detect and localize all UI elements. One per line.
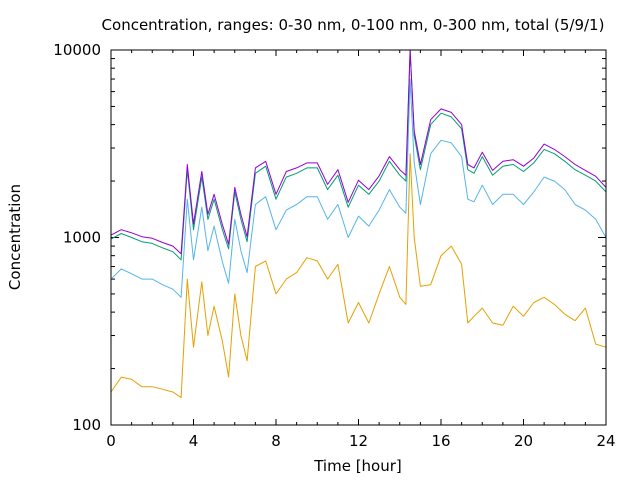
x-tick-label: 24 <box>596 432 615 450</box>
plot-frame <box>110 49 607 426</box>
chart-title: Concentration, ranges: 0-30 nm, 0-100 nm… <box>102 16 605 34</box>
x-tick-label: 0 <box>106 432 116 450</box>
series-lines <box>110 49 607 399</box>
y-tick-label: 10000 <box>53 41 101 59</box>
y-axis-label: Concentration <box>6 184 24 290</box>
x-tick-label: 8 <box>271 432 281 450</box>
axis-ticks: 0 4 8 12 16 20 24 100 1000 10000 <box>53 41 615 450</box>
series-line-3 <box>110 49 607 261</box>
x-tick-label: 12 <box>349 432 368 450</box>
series-line-4 <box>110 49 607 255</box>
x-axis-label: Time [hour] <box>313 457 402 475</box>
x-tick-label: 20 <box>514 432 533 450</box>
y-tick-label: 100 <box>72 416 101 434</box>
x-tick-label: 16 <box>431 432 450 450</box>
series-line-1 <box>110 153 607 399</box>
y-tick-label: 1000 <box>63 229 101 247</box>
x-tick-label: 4 <box>189 432 199 450</box>
series-line-2 <box>110 78 607 298</box>
